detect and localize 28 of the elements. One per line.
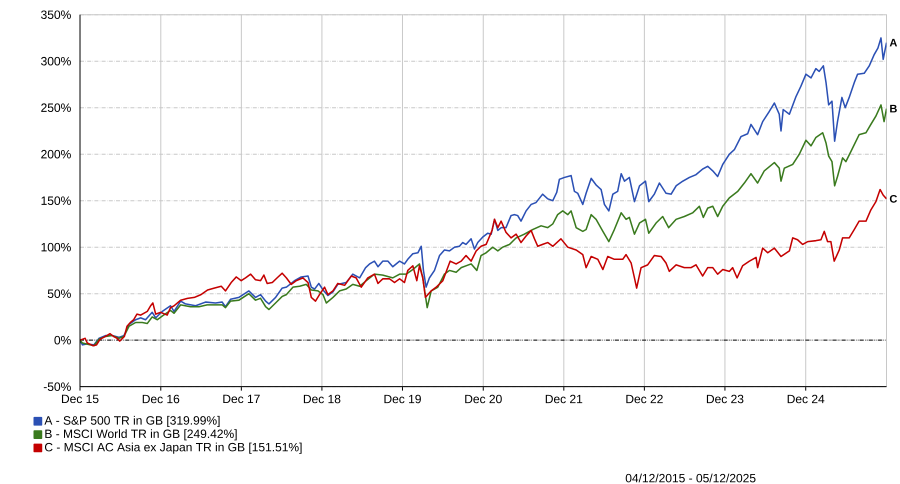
legend-label: B - MSCI World TR in GB [249.42%] [45,429,237,440]
line-series [80,188,886,347]
legend-label: C - MSCI AC Asia ex Japan TR in GB [151.51%] [44,442,302,454]
x-tick-label: Dec 20 [465,394,502,404]
y-tick-label: 200% [41,150,71,158]
annotation: B [890,104,897,112]
x-tick-label: Dec 23 [706,394,744,404]
x-tick-label: Dec 18 [304,394,340,404]
x-tick-label: Dec 21 [546,394,582,404]
line-series [80,37,886,346]
y-tick-label: 350% [41,10,71,19]
y-tick-label: 100% [42,242,71,252]
x-tick-label: Dec 17 [223,394,260,404]
x-tick-label: Dec 19 [384,394,421,404]
y-tick-label: 250% [41,103,71,112]
x-tick-label: Dec 16 [142,394,180,404]
y-tick-label: 50% [48,289,71,298]
annotation: A [890,38,898,46]
text: 04/12/2015 - 05/12/2025 [626,474,756,482]
y-tick-label: 300% [41,56,71,66]
x-tick-label: Dec 15 [62,394,98,404]
x-tick-label: Dec 24 [788,394,824,404]
y-tick-label: 150% [42,196,71,205]
legend-label: A - S&P 500 TR in GB [319.99%] [44,416,220,428]
y-tick-label: -50% [44,382,71,391]
annotation: C [890,194,898,203]
x-tick-label: Dec 22 [626,394,663,404]
y-tick-label: 0% [54,336,71,344]
